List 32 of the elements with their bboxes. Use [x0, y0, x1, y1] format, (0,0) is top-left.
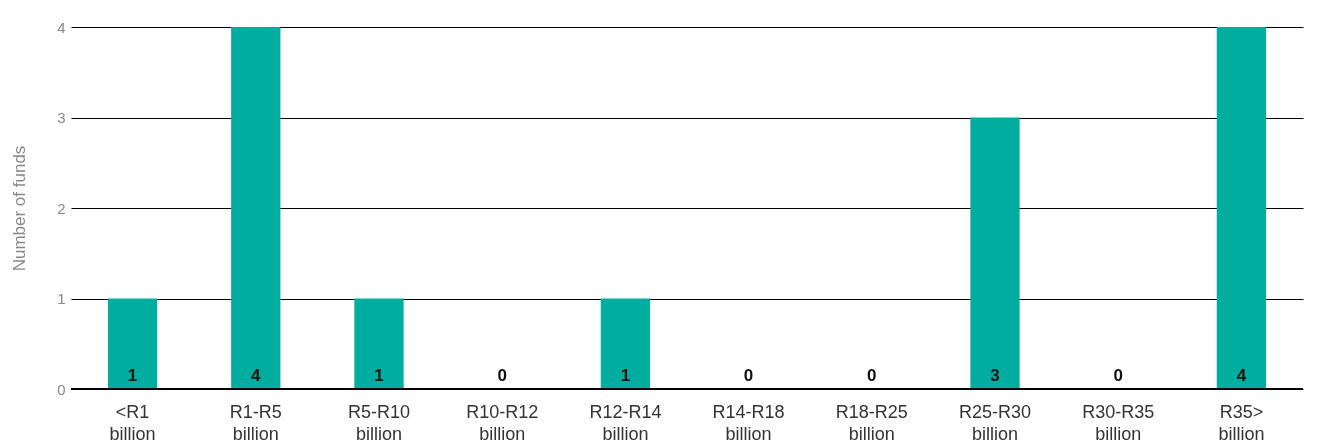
bar	[600, 298, 651, 389]
data-label: 1	[620, 366, 631, 385]
x-tick-label: R5-R10 billion	[347, 401, 411, 444]
data-label: 0	[497, 366, 507, 385]
data-label: 3	[990, 366, 1000, 385]
data-label: 0	[867, 366, 877, 385]
y-tick-label: 0	[57, 380, 66, 398]
y-tick-label: 3	[57, 109, 66, 126]
data-label: 1	[374, 366, 384, 385]
data-label: 4	[1236, 366, 1247, 385]
x-tick-label: R1-R5 billion	[229, 401, 282, 444]
y-axis-title: Number of funds	[10, 145, 30, 272]
bar	[970, 117, 1020, 389]
y-tick-label: 1	[57, 290, 66, 307]
data-label: 0	[743, 366, 754, 385]
x-tick-label: R14-R18 billion	[712, 401, 785, 444]
x-tick-label: R25-R30 billion	[958, 401, 1032, 444]
x-tick-label: R10-R12 billion	[466, 401, 539, 444]
bar	[107, 298, 158, 389]
bar	[1216, 27, 1267, 389]
bar	[231, 27, 281, 389]
bar	[354, 298, 404, 389]
x-tick-label: <R1 billion	[109, 401, 156, 444]
x-tick-label: R18-R25 billion	[835, 401, 908, 444]
x-tick-label: R30-R35 billion	[1082, 401, 1155, 444]
x-tick-label: R35> billion	[1218, 401, 1265, 444]
y-tick-label: 4	[57, 18, 66, 36]
data-label: 4	[251, 366, 262, 385]
y-tick-label: 2	[57, 199, 66, 217]
data-label: 1	[127, 366, 138, 385]
data-label: 0	[1113, 366, 1123, 385]
x-tick-label: R12-R14 billion	[589, 401, 662, 444]
